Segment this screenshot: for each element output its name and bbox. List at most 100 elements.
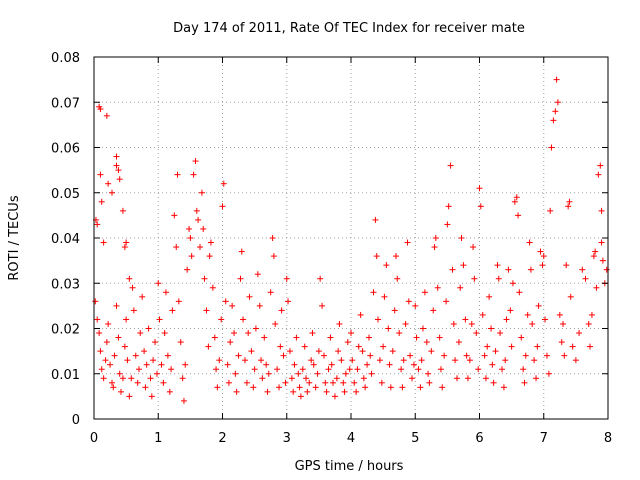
data-point <box>399 384 406 391</box>
data-point <box>145 325 152 332</box>
data-point <box>353 388 360 395</box>
data-point <box>184 266 191 273</box>
data-point <box>280 352 287 359</box>
data-point <box>410 361 417 368</box>
data-point <box>367 352 374 359</box>
data-point <box>563 262 570 269</box>
data-point <box>219 203 226 210</box>
data-point <box>150 357 157 364</box>
data-point <box>400 357 407 364</box>
data-point <box>211 334 218 341</box>
data-point <box>115 334 122 341</box>
data-point <box>175 298 182 305</box>
data-point <box>545 370 552 377</box>
data-point <box>391 307 398 314</box>
data-point <box>195 216 202 223</box>
data-point <box>526 239 533 246</box>
data-point <box>160 379 167 386</box>
data-point <box>418 357 425 364</box>
data-point <box>277 343 284 350</box>
data-point <box>460 262 467 269</box>
data-point <box>373 253 380 260</box>
data-point <box>335 348 342 355</box>
axis-ticks <box>93 56 609 420</box>
data-point <box>246 293 253 300</box>
data-point <box>233 388 240 395</box>
data-point <box>341 388 348 395</box>
data-point <box>205 343 212 350</box>
data-point <box>315 348 322 355</box>
data-point <box>582 275 589 282</box>
data-point <box>237 275 244 282</box>
data-point <box>386 361 393 368</box>
data-point <box>362 384 369 391</box>
x-tick-label: 3 <box>283 431 291 446</box>
data-point <box>592 248 599 255</box>
data-point <box>471 275 478 282</box>
data-point <box>518 334 525 341</box>
data-point <box>468 320 475 327</box>
data-point <box>113 162 120 169</box>
data-point <box>124 357 131 364</box>
chart-title: Day 174 of 2011, Rate Of TEC Index for r… <box>173 21 525 36</box>
data-point <box>398 366 405 373</box>
data-point <box>490 379 497 386</box>
data-point <box>522 352 529 359</box>
data-point <box>464 375 471 382</box>
data-point <box>434 284 441 291</box>
data-point <box>303 375 310 382</box>
data-point <box>137 330 144 337</box>
data-point <box>272 320 279 327</box>
data-point <box>521 379 528 386</box>
data-point <box>216 357 223 364</box>
data-point <box>432 235 439 241</box>
data-point <box>174 171 181 178</box>
data-point <box>113 302 120 309</box>
data-point <box>387 384 394 391</box>
data-point <box>486 293 493 300</box>
x-tick-label: 7 <box>540 431 548 446</box>
data-point <box>598 207 605 214</box>
data-point <box>567 293 574 300</box>
data-point <box>207 239 214 246</box>
data-point <box>370 289 377 296</box>
data-point <box>579 266 586 273</box>
data-point <box>288 375 295 382</box>
data-point <box>537 248 544 255</box>
data-point <box>147 375 154 382</box>
data-point <box>423 339 430 346</box>
data-point <box>547 207 554 214</box>
data-point <box>412 302 419 309</box>
data-point <box>333 375 340 382</box>
data-point <box>508 343 515 350</box>
data-point <box>475 366 482 373</box>
data-point <box>241 357 248 364</box>
x-tick-label: 8 <box>604 431 612 446</box>
data-point <box>252 325 259 332</box>
data-point <box>348 330 354 337</box>
data-point <box>360 375 367 382</box>
data-point <box>296 384 303 391</box>
data-point <box>180 397 187 404</box>
data-point <box>365 334 372 341</box>
data-point <box>436 334 443 341</box>
data-point <box>139 293 146 300</box>
data-point <box>116 370 123 377</box>
data-point <box>177 339 184 346</box>
data-point <box>443 298 450 305</box>
data-point <box>200 225 207 232</box>
data-point <box>354 366 361 373</box>
data-point <box>588 311 595 318</box>
data-point <box>378 379 385 386</box>
data-point <box>119 375 126 382</box>
data-point <box>383 262 390 269</box>
y-tick-label: 0.07 <box>51 96 80 111</box>
data-point <box>148 393 155 400</box>
data-point <box>447 162 454 169</box>
data-point <box>314 370 321 377</box>
grid-lines <box>94 57 608 419</box>
data-point <box>113 153 120 160</box>
data-point <box>259 375 266 382</box>
data-point <box>179 375 186 382</box>
data-point <box>261 334 268 341</box>
